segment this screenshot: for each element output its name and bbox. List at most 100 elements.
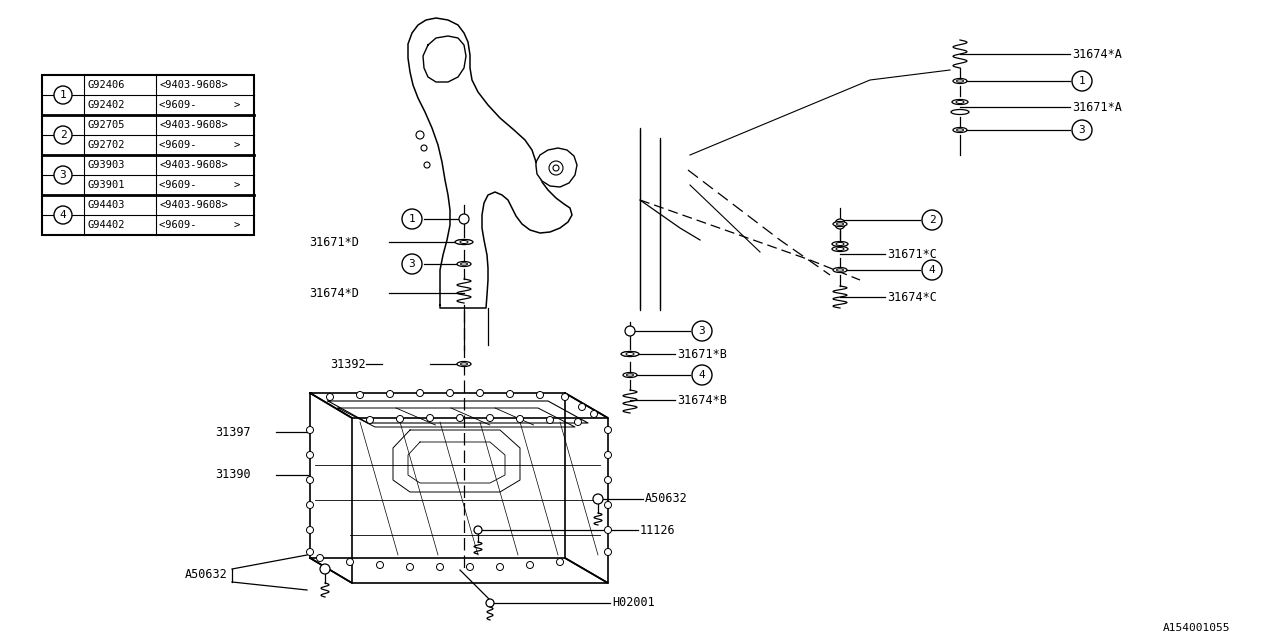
Circle shape <box>1073 71 1092 91</box>
Circle shape <box>347 559 353 566</box>
Text: 3: 3 <box>1079 125 1085 135</box>
Circle shape <box>692 365 712 385</box>
Circle shape <box>557 559 563 566</box>
Polygon shape <box>536 148 577 187</box>
Text: 31671*D: 31671*D <box>308 236 358 248</box>
Circle shape <box>604 548 612 556</box>
Circle shape <box>604 477 612 483</box>
Text: 4: 4 <box>928 265 936 275</box>
Ellipse shape <box>622 351 637 356</box>
Polygon shape <box>310 558 608 583</box>
Polygon shape <box>310 393 352 583</box>
Text: 2: 2 <box>928 215 936 225</box>
Circle shape <box>416 131 424 139</box>
Circle shape <box>306 502 314 509</box>
Circle shape <box>604 451 612 458</box>
Text: G94402: G94402 <box>87 220 124 230</box>
Circle shape <box>507 390 513 397</box>
Text: 31671*C: 31671*C <box>887 248 937 260</box>
Text: 31392: 31392 <box>330 358 366 371</box>
Text: G92705: G92705 <box>87 120 124 130</box>
Circle shape <box>486 599 494 607</box>
Text: <9609-      >: <9609- > <box>159 220 241 230</box>
Ellipse shape <box>832 246 849 252</box>
Ellipse shape <box>457 362 471 367</box>
Text: G94403: G94403 <box>87 200 124 210</box>
Circle shape <box>424 162 430 168</box>
Text: 2: 2 <box>60 130 67 140</box>
Polygon shape <box>310 393 608 418</box>
Circle shape <box>397 415 403 422</box>
Ellipse shape <box>952 99 968 104</box>
Ellipse shape <box>621 351 639 356</box>
Circle shape <box>436 563 443 570</box>
Circle shape <box>426 415 434 422</box>
Text: 4: 4 <box>699 370 705 380</box>
Circle shape <box>562 394 568 401</box>
Text: 4: 4 <box>60 210 67 220</box>
Text: G93903: G93903 <box>87 160 124 170</box>
Text: <9609-      >: <9609- > <box>159 100 241 110</box>
Text: 31671*A: 31671*A <box>1073 100 1121 113</box>
Text: 3: 3 <box>699 326 705 336</box>
Ellipse shape <box>454 239 474 244</box>
Circle shape <box>474 526 483 534</box>
Ellipse shape <box>456 239 472 244</box>
Text: A50632: A50632 <box>645 493 687 506</box>
Polygon shape <box>408 18 572 308</box>
Circle shape <box>54 86 72 104</box>
Ellipse shape <box>833 221 847 227</box>
Circle shape <box>460 214 468 224</box>
Circle shape <box>547 417 553 424</box>
Circle shape <box>692 321 712 341</box>
Circle shape <box>549 161 563 175</box>
Ellipse shape <box>833 268 847 273</box>
Circle shape <box>320 564 330 574</box>
Circle shape <box>486 415 494 422</box>
Text: 31397: 31397 <box>215 426 251 438</box>
Text: 31674*B: 31674*B <box>677 394 727 406</box>
Circle shape <box>835 219 845 229</box>
Circle shape <box>306 477 314 483</box>
Ellipse shape <box>832 241 849 246</box>
Circle shape <box>387 390 393 397</box>
Text: <9609-      >: <9609- > <box>159 180 241 190</box>
Circle shape <box>536 392 544 399</box>
Text: 31674*A: 31674*A <box>1073 47 1121 61</box>
Ellipse shape <box>954 79 966 83</box>
Text: A154001055: A154001055 <box>1162 623 1230 633</box>
Circle shape <box>553 165 559 171</box>
Circle shape <box>402 254 422 274</box>
Circle shape <box>575 419 581 426</box>
Text: <9609-      >: <9609- > <box>159 140 241 150</box>
Text: G92402: G92402 <box>87 100 124 110</box>
Circle shape <box>593 494 603 504</box>
Circle shape <box>457 415 463 422</box>
Text: 1: 1 <box>60 90 67 100</box>
Text: <9403-9608>: <9403-9608> <box>159 120 228 130</box>
Text: 31674*C: 31674*C <box>887 291 937 303</box>
Ellipse shape <box>951 109 969 115</box>
Text: H02001: H02001 <box>612 596 655 609</box>
Text: 31390: 31390 <box>215 468 251 481</box>
Circle shape <box>526 561 534 568</box>
Circle shape <box>466 563 474 570</box>
Text: A50632: A50632 <box>186 568 228 582</box>
Circle shape <box>922 260 942 280</box>
Text: 31671*B: 31671*B <box>677 348 727 360</box>
Text: 11126: 11126 <box>640 524 676 536</box>
Circle shape <box>497 563 503 570</box>
Circle shape <box>625 326 635 336</box>
Polygon shape <box>564 393 608 583</box>
Circle shape <box>357 392 364 399</box>
Circle shape <box>306 527 314 534</box>
Circle shape <box>447 390 453 397</box>
Polygon shape <box>422 36 466 82</box>
Circle shape <box>604 502 612 509</box>
Circle shape <box>421 145 428 151</box>
Circle shape <box>590 410 598 417</box>
Text: 31674*D: 31674*D <box>308 287 358 300</box>
Circle shape <box>54 166 72 184</box>
Bar <box>42 75 253 235</box>
Text: 3: 3 <box>60 170 67 180</box>
